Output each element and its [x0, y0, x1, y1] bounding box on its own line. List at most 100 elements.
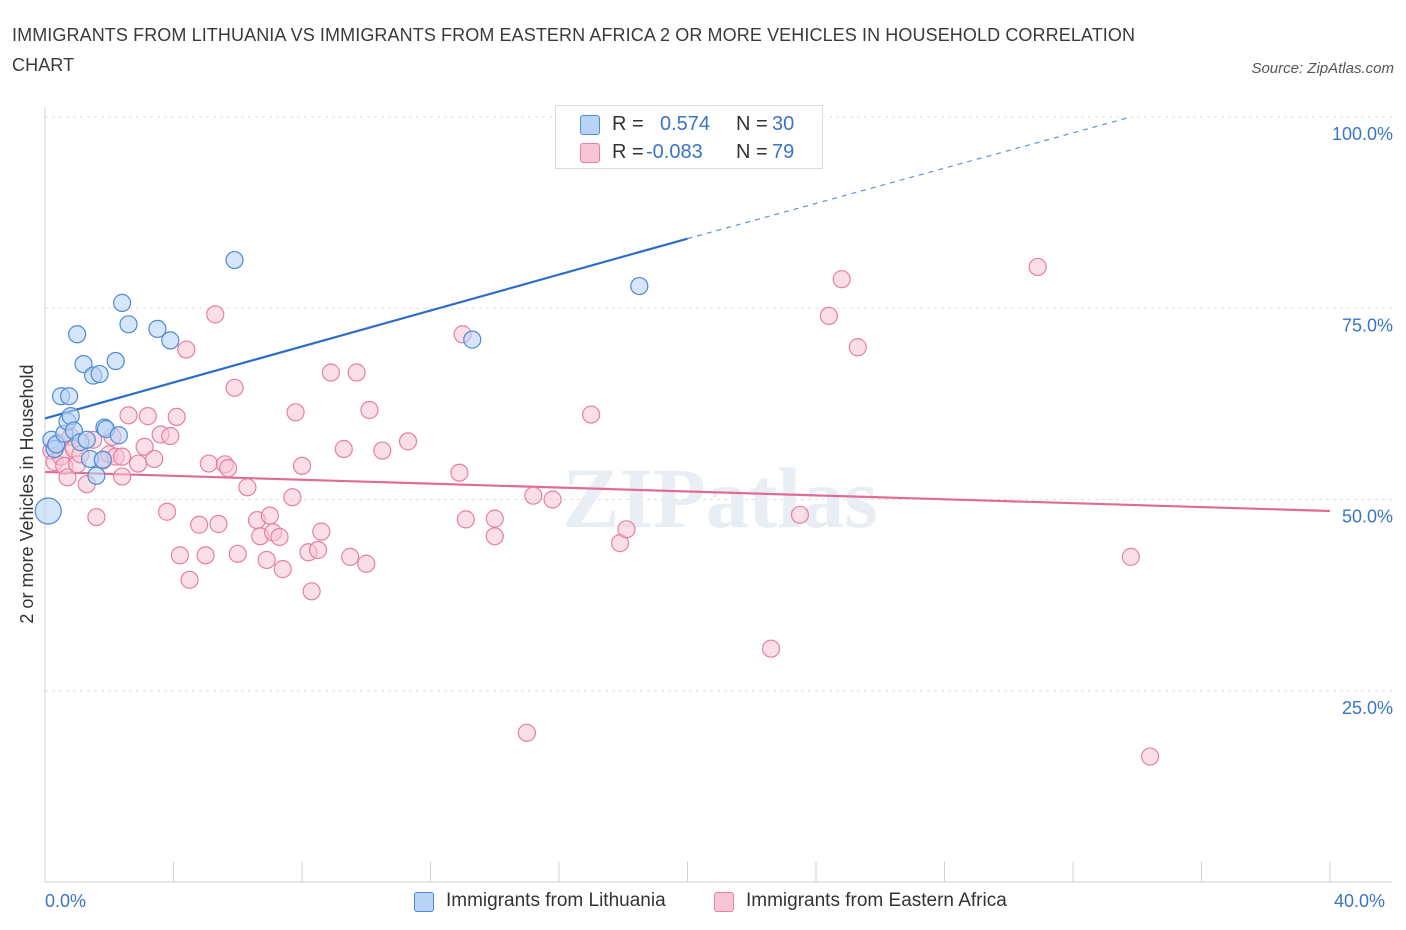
data-point-lithuania — [225, 250, 244, 270]
data-point-eastern-africa — [199, 454, 218, 473]
data-point-eastern-africa — [129, 454, 148, 473]
data-point-eastern-africa — [87, 507, 106, 527]
data-point-eastern-africa — [238, 478, 257, 497]
chart-title: IMMIGRANTS FROM LITHUANIA VS IMMIGRANTS … — [12, 25, 1136, 75]
data-point-eastern-africa — [357, 554, 376, 573]
series-legend-label-eastern-africa: Immigrants from Eastern Africa — [746, 890, 1007, 911]
data-point-lithuania — [106, 351, 125, 371]
data-point-eastern-africa — [112, 467, 132, 486]
series-legend-swatch-lithuania — [414, 892, 434, 912]
trend-line-lithuania — [44, 237, 688, 420]
y-axis-label: 2 or more Vehicles in Household — [17, 364, 37, 623]
data-point-eastern-africa — [292, 456, 312, 475]
data-point-eastern-africa — [485, 527, 504, 546]
data-point-eastern-africa — [790, 505, 810, 524]
data-point-eastern-africa — [373, 441, 392, 460]
data-point-eastern-africa — [219, 459, 238, 478]
source-label: Source: ZipAtlas.com — [1251, 60, 1394, 77]
data-point-eastern-africa — [341, 547, 360, 566]
data-point-lithuania — [87, 466, 106, 485]
trend-line-eastern-africa — [44, 470, 1331, 513]
data-point-eastern-africa — [170, 546, 190, 565]
data-point-eastern-africa — [819, 306, 838, 325]
y-tick-label: 50.0% — [1342, 507, 1393, 527]
data-point-eastern-africa — [450, 463, 469, 482]
data-point-lithuania — [68, 325, 87, 344]
data-point-eastern-africa — [321, 363, 341, 382]
data-point-lithuania — [630, 276, 649, 296]
trend-lines — [44, 116, 1331, 513]
data-point-eastern-africa — [119, 406, 138, 425]
data-point-eastern-africa — [456, 510, 475, 529]
data-point-eastern-africa — [832, 270, 851, 289]
data-point-eastern-africa — [312, 522, 331, 541]
legend-n-label: N = — [736, 113, 768, 135]
data-point-lithuania — [59, 387, 79, 406]
data-point-eastern-africa — [112, 447, 132, 466]
data-point-eastern-africa — [167, 407, 186, 426]
legend-n-label: N = — [736, 141, 768, 163]
data-point-eastern-africa — [398, 432, 418, 451]
data-point-eastern-africa — [1121, 547, 1140, 566]
data-point-eastern-africa — [524, 486, 543, 505]
data-point-eastern-africa — [617, 520, 636, 539]
data-point-lithuania — [119, 315, 138, 334]
data-point-lithuania — [161, 331, 180, 350]
legend-r-label: R = — [612, 141, 644, 163]
data-point-eastern-africa — [257, 550, 276, 570]
trend-line-lithuania-extension — [687, 116, 1131, 240]
data-point-eastern-africa — [270, 527, 289, 547]
legend-swatch-lithuania — [580, 115, 600, 135]
data-point-eastern-africa — [145, 449, 164, 469]
series-legend-label-lithuania: Immigrants from Lithuania — [446, 890, 666, 911]
data-point-lithuania — [93, 450, 112, 469]
data-point-lithuania — [90, 364, 109, 384]
data-point-eastern-africa — [225, 378, 244, 397]
series-legend: Immigrants from Lithuania Immigrants fro… — [0, 890, 1406, 914]
data-point-eastern-africa — [302, 582, 321, 601]
y-tick-label: 100.0% — [1332, 124, 1393, 144]
data-point-eastern-africa — [1028, 257, 1047, 277]
data-point-eastern-africa — [582, 405, 601, 424]
data-point-eastern-africa — [517, 723, 536, 742]
data-point-eastern-africa — [543, 490, 562, 509]
data-point-eastern-africa — [180, 570, 199, 589]
legend-swatch-eastern-africa — [580, 143, 600, 163]
data-point-eastern-africa — [761, 639, 781, 658]
legend-r-value-lithuania: 0.574 — [660, 113, 711, 135]
series-lithuania-points — [34, 250, 649, 525]
axes — [44, 107, 1392, 883]
data-point-eastern-africa — [157, 502, 177, 521]
data-point-eastern-africa — [260, 506, 279, 525]
data-point-lithuania — [109, 426, 128, 445]
legend-n-value-lithuania: 30 — [772, 113, 795, 135]
data-point-eastern-africa — [848, 338, 867, 357]
grid-lines — [45, 116, 1392, 692]
data-point-eastern-africa — [196, 546, 215, 565]
data-point-eastern-africa — [360, 400, 379, 420]
data-point-eastern-africa — [347, 363, 366, 382]
y-tick-labels: 25.0% 50.0% 75.0% 100.0% — [1332, 124, 1393, 718]
data-point-eastern-africa — [135, 437, 154, 456]
data-point-eastern-africa — [161, 426, 180, 446]
data-point-lithuania — [34, 497, 62, 525]
data-point-lithuania — [77, 430, 96, 449]
data-point-lithuania — [148, 319, 167, 339]
data-point-eastern-africa — [334, 439, 353, 459]
series-legend-swatch-eastern-africa — [714, 892, 734, 912]
legend-r-label: R = — [612, 113, 644, 135]
watermark: ZIPatlas — [562, 450, 877, 546]
data-point-eastern-africa — [209, 514, 228, 534]
data-point-eastern-africa — [485, 509, 504, 528]
data-point-eastern-africa — [283, 488, 302, 507]
data-point-lithuania — [112, 293, 132, 312]
data-point-eastern-africa — [138, 407, 157, 426]
data-point-eastern-africa — [228, 544, 247, 563]
series-eastern-africa-points — [42, 257, 1160, 766]
legend-r-value-eastern-africa: -0.083 — [646, 141, 703, 163]
data-point-eastern-africa — [206, 305, 225, 324]
data-point-eastern-africa — [308, 540, 328, 560]
data-point-eastern-africa — [286, 403, 305, 422]
correlation-legend: R = 0.574 N = 30 R = -0.083 N = 79 — [555, 105, 823, 169]
